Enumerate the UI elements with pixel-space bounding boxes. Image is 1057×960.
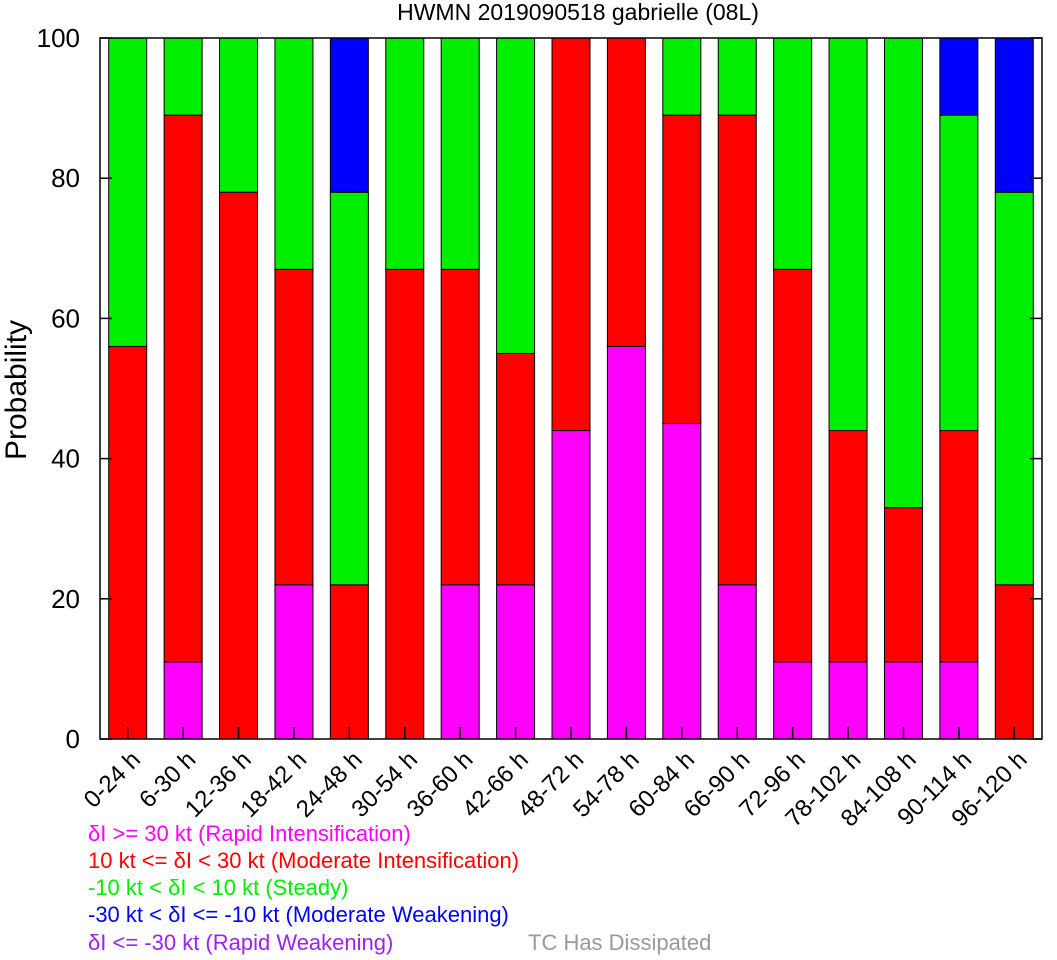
legend-item-rapid-intensification: δI >= 30 kt (Rapid Intensification) [88, 821, 411, 846]
bar-segment-mi-16 [994, 584, 1034, 740]
bar-segment-ri-8 [551, 430, 591, 740]
bar-segment-ri-3 [274, 584, 314, 740]
bar-segment-st-15 [939, 114, 979, 432]
bar-segment-st-1 [163, 37, 203, 116]
legend-item-steady: -10 kt < δI < 10 kt (Steady) [88, 875, 349, 900]
bar-segment-ri-9 [606, 345, 646, 740]
bar-segment-mi-9 [606, 37, 646, 347]
bar-segment-mi-1 [163, 114, 203, 663]
bar-segment-mi-12 [773, 268, 813, 663]
legend-item-moderate-weakening: -30 kt < δI <= -10 kt (Moderate Weakenin… [88, 902, 509, 927]
bar-segment-st-0 [108, 37, 148, 347]
bar-segment-mi-13 [828, 430, 868, 663]
bar-segment-mi-15 [939, 430, 979, 663]
bar-segment-mi-2 [219, 191, 259, 740]
bar-segment-st-11 [717, 37, 757, 116]
bar-segment-ri-6 [440, 584, 480, 740]
y-tick-label-80: 80 [51, 163, 80, 193]
legend-item-rapid-weakening: δI <= -30 kt (Rapid Weakening) [88, 930, 394, 955]
bar-segment-st-4 [329, 191, 369, 586]
chart-title: HWMN 2019090518 gabrielle (08L) [397, 0, 759, 25]
bar-segment-ri-1 [163, 661, 203, 740]
y-tick-label-100: 100 [37, 23, 80, 53]
bar-segment-mi-0 [108, 345, 148, 740]
bar-segment-st-3 [274, 37, 314, 270]
y-tick-label-20: 20 [51, 584, 80, 614]
bar-segment-st-13 [828, 37, 868, 432]
y-tick-label-60: 60 [51, 303, 80, 333]
bar-segment-mi-14 [883, 507, 923, 663]
bar-segment-ri-7 [496, 584, 536, 740]
y-tick-label-40: 40 [51, 444, 80, 474]
bars-group [108, 37, 1034, 740]
y-axis-label: Probability [0, 320, 33, 460]
bar-segment-ri-12 [773, 661, 813, 740]
bar-segment-st-16 [994, 191, 1034, 586]
legend-item-moderate-intensification: 10 kt <= δI < 30 kt (Moderate Intensific… [88, 848, 520, 873]
bar-segment-st-2 [219, 37, 259, 193]
bar-segment-mi-7 [496, 352, 536, 586]
bar-segment-mi-6 [440, 268, 480, 586]
bar-segment-mi-3 [274, 268, 314, 586]
bar-segment-st-12 [773, 37, 813, 270]
bar-segment-mw-16 [994, 37, 1034, 193]
bar-segment-mi-5 [385, 268, 425, 740]
bar-segment-mi-10 [662, 114, 702, 425]
bar-segment-ri-10 [662, 423, 702, 740]
legend-item-dissipated: TC Has Dissipated [528, 930, 712, 955]
bar-segment-mi-4 [329, 584, 369, 740]
bar-segment-st-5 [385, 37, 425, 270]
bar-segment-st-14 [883, 37, 923, 509]
bar-segment-ri-14 [883, 661, 923, 740]
x-tick-label-0: 0-24 h [79, 746, 146, 813]
bar-segment-st-10 [662, 37, 702, 116]
bar-segment-mi-8 [551, 37, 591, 432]
bar-segment-mw-4 [329, 37, 369, 193]
bar-segment-mi-11 [717, 114, 757, 586]
bar-segment-mw-15 [939, 37, 979, 116]
bar-segment-st-7 [496, 37, 536, 354]
bar-segment-ri-11 [717, 584, 757, 740]
bar-segment-st-6 [440, 37, 480, 270]
y-tick-label-0: 0 [66, 724, 80, 754]
